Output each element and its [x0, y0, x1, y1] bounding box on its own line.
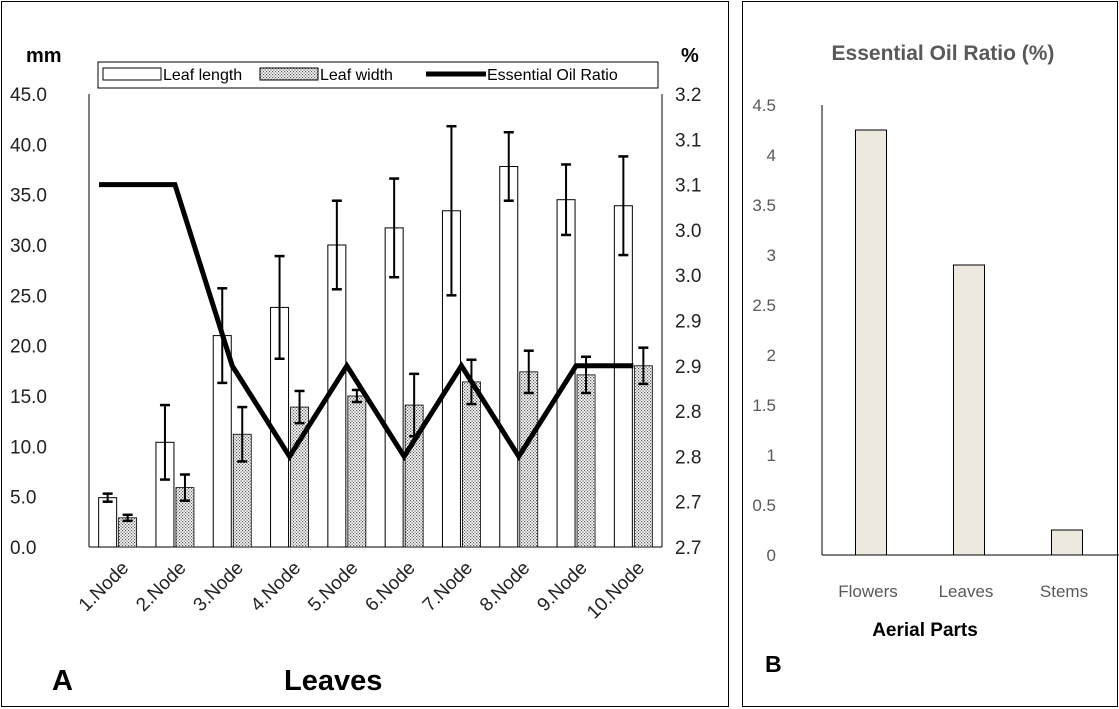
y-tick-label: 1 [767, 446, 776, 465]
y-axis-unit-left: mm [26, 45, 62, 67]
bar-leaf-width [633, 365, 653, 548]
legend-swatch-leaf-length [102, 67, 162, 81]
x-tick-label: Stems [1040, 582, 1088, 601]
x-axis-title: Aerial Parts [872, 620, 978, 641]
y-tick-label: 3.5 [752, 196, 776, 215]
x-tick-label: 9.Node [533, 558, 591, 616]
y-tick-label-right: 3.2 [675, 85, 701, 106]
x-tick-label: Flowers [838, 582, 898, 601]
y-tick-label-right: 3.1 [675, 176, 701, 197]
y-tick-label-right: 2.9 [675, 357, 701, 378]
bar-leaf-length [98, 497, 118, 548]
y-tick-label-right: 3.1 [675, 130, 701, 151]
y-tick-label: 2.5 [752, 296, 776, 315]
x-axis-title: Leaves [284, 665, 382, 697]
bar-leaf-width [462, 381, 481, 548]
y-tick-label-left: 20.0 [10, 337, 47, 358]
y-tick-label: 0.5 [752, 496, 776, 515]
x-tick-label: 10.Node [583, 558, 649, 624]
x-tick-label: 2.Node [132, 558, 190, 616]
panel-b: Essential Oil Ratio (%) 0 0.5 1 1.5 2 2.5 3 3.5 4… [742, 1, 1119, 707]
line-essential-oil-ratio [99, 182, 634, 462]
y-tick-label-right: 2.9 [675, 312, 701, 333]
bar-stems [1051, 529, 1083, 556]
y-tick-label: 0 [767, 546, 776, 565]
panel-letter-a: A [52, 665, 73, 697]
legend-box [97, 61, 659, 89]
y-tick-label-left: 25.0 [10, 286, 47, 307]
x-tick-label: 1.Node [75, 558, 133, 616]
legend-swatch-leaf-width [259, 67, 319, 81]
x-tick-label: Leaves [939, 582, 994, 601]
y-tick-label-left: 45.0 [10, 85, 47, 106]
y-tick-label-left: 10.0 [10, 437, 47, 458]
y-tick-label: 1.5 [752, 396, 776, 415]
legend-label-leaf-width: Leaf width [320, 67, 393, 84]
panel-letter-b: B [765, 651, 782, 677]
bar-leaf-length [613, 205, 633, 548]
y-tick-label-right: 3.0 [675, 221, 701, 242]
y-tick-label-left: 5.0 [10, 488, 36, 509]
y-tick-label-left: 40.0 [10, 135, 47, 156]
x-tick-label: 6.Node [362, 558, 420, 616]
y-tick-label-right: 2.7 [675, 538, 701, 559]
bar-leaf-width [576, 374, 596, 548]
x-tick-label: 7.Node [419, 558, 477, 616]
legend-label-essential-oil-ratio: Essential Oil Ratio [487, 67, 618, 84]
panel-a: 0.0 5.0 10.0 15.0 20.0 25.0 30.0 35.0 40.0 45.0 2.… [1, 1, 729, 707]
y-tick-label-left: 30.0 [10, 236, 47, 257]
y-tick-label: 4.5 [752, 96, 776, 115]
y-tick-label-right: 2.7 [675, 493, 701, 514]
x-tick-label: 3.Node [190, 558, 248, 616]
y-tick-label-right: 2.8 [675, 447, 701, 468]
y-tick-label-left: 0.0 [10, 538, 36, 559]
y-tick-label-left: 15.0 [10, 387, 47, 408]
x-tick-label: 4.Node [247, 558, 305, 616]
y-tick-label-left: 35.0 [10, 186, 47, 207]
legend-label-leaf-length: Leaf length [163, 67, 242, 84]
bar-leaf-width [519, 371, 539, 548]
chart-title: Essential Oil Ratio (%) [832, 42, 1055, 65]
chart-b: Essential Oil Ratio (%) 0 0.5 1 1.5 2 2.5 3 3.5 4… [752, 42, 1119, 677]
bar-leaf-width [347, 395, 367, 548]
y-tick-label: 3 [767, 246, 776, 265]
bar-leaf-length [499, 165, 519, 548]
bar-leaves [953, 264, 985, 556]
x-tick-label: 5.Node [304, 558, 362, 616]
bar-flowers [855, 129, 887, 556]
y-tick-label-right: 3.0 [675, 266, 701, 287]
y-axis-unit-right: % [681, 45, 699, 67]
chart-a: 0.0 5.0 10.0 15.0 20.0 25.0 30.0 35.0 40.0 45.0 2.… [10, 45, 701, 697]
x-tick-label: 8.Node [476, 558, 534, 616]
y-tick-label-right: 2.8 [675, 402, 701, 423]
y-tick-label: 2 [767, 346, 776, 365]
y-tick-label: 4 [767, 146, 776, 165]
bar-leaf-width [118, 517, 138, 548]
